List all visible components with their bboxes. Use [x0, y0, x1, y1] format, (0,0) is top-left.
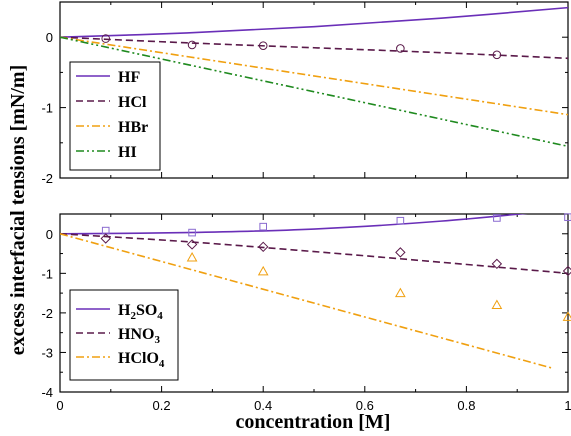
marker-hno3: [562, 265, 571, 277]
marker-hcl: [101, 34, 111, 43]
marker-hcl: [258, 41, 268, 50]
legend-label: HCl: [118, 94, 147, 111]
x-axis-title: concentration [M]: [236, 411, 391, 433]
series-line-hclo4: [60, 233, 553, 370]
legend-label: HClO4: [118, 350, 165, 370]
legend-box: [69, 289, 179, 381]
marker-hclo4: [491, 299, 503, 309]
x-tick-label: 1: [564, 398, 571, 413]
bottom-panel: -4 -3 -2 -1 0 0 0.2 0.4 0.6 0.8 1 H2SO4 HNO3 HClO4: [41, 213, 571, 413]
marker-hno3: [491, 258, 503, 270]
marker-hcl: [187, 40, 197, 50]
marker-hclo4: [186, 251, 198, 262]
marker-hno3: [186, 239, 198, 250]
y-tick-label: -4: [41, 385, 53, 400]
marker-hno3: [257, 241, 269, 253]
marker-h2so4: [396, 216, 405, 225]
marker-h2so4: [259, 222, 267, 231]
y-tick-label: -1: [41, 266, 53, 281]
marker-hcl: [396, 44, 405, 53]
y-tick-label: -3: [41, 345, 53, 360]
y-tick-label: -2: [41, 171, 53, 186]
marker-h2so4: [493, 214, 501, 222]
legend-label: HF: [118, 69, 140, 86]
series-line-hcl: [60, 36, 568, 60]
y-tick-label: 0: [46, 30, 53, 45]
top-panel: -2 -1 0 HF HCl HBr HI: [41, 1, 569, 186]
legend: H2SO4 HNO3 HClO4: [69, 289, 179, 381]
series-line-hi: [60, 36, 568, 148]
y-tick-label: 0: [46, 227, 53, 242]
marker-hno3: [395, 247, 406, 258]
x-tick-label: 0.8: [457, 398, 475, 413]
series-line-h2so4: [60, 214, 528, 235]
y-axis-title: excess interfacial tensions [mN/m]: [7, 65, 29, 356]
marker-hclo4: [395, 287, 406, 298]
legend-box: [69, 61, 161, 171]
x-tick-label: 0.6: [356, 398, 374, 413]
marker-h2so4: [188, 228, 196, 237]
legend: HF HCl HBr HI: [69, 61, 161, 171]
marker-hcl: [492, 50, 502, 60]
y-tick-label: -2: [41, 306, 53, 321]
series-line-hbr: [60, 36, 568, 116]
legend-label: HBr: [118, 119, 148, 136]
y-tick-label: -1: [41, 101, 53, 116]
marker-hno3: [100, 233, 111, 244]
x-tick-label: 0.4: [254, 398, 272, 413]
marker-hclo4: [562, 311, 571, 321]
legend-label: H2SO4: [118, 302, 163, 322]
marker-h2so4: [564, 213, 571, 221]
series-line-hf: [60, 6, 568, 38]
x-tick-label: 0: [56, 398, 63, 413]
legend-label: HI: [118, 144, 137, 161]
marker-hclo4: [257, 265, 269, 276]
series-line-hno3: [60, 232, 568, 275]
x-tick-label: 0.2: [153, 398, 171, 413]
legend-label: HNO3: [118, 326, 160, 346]
